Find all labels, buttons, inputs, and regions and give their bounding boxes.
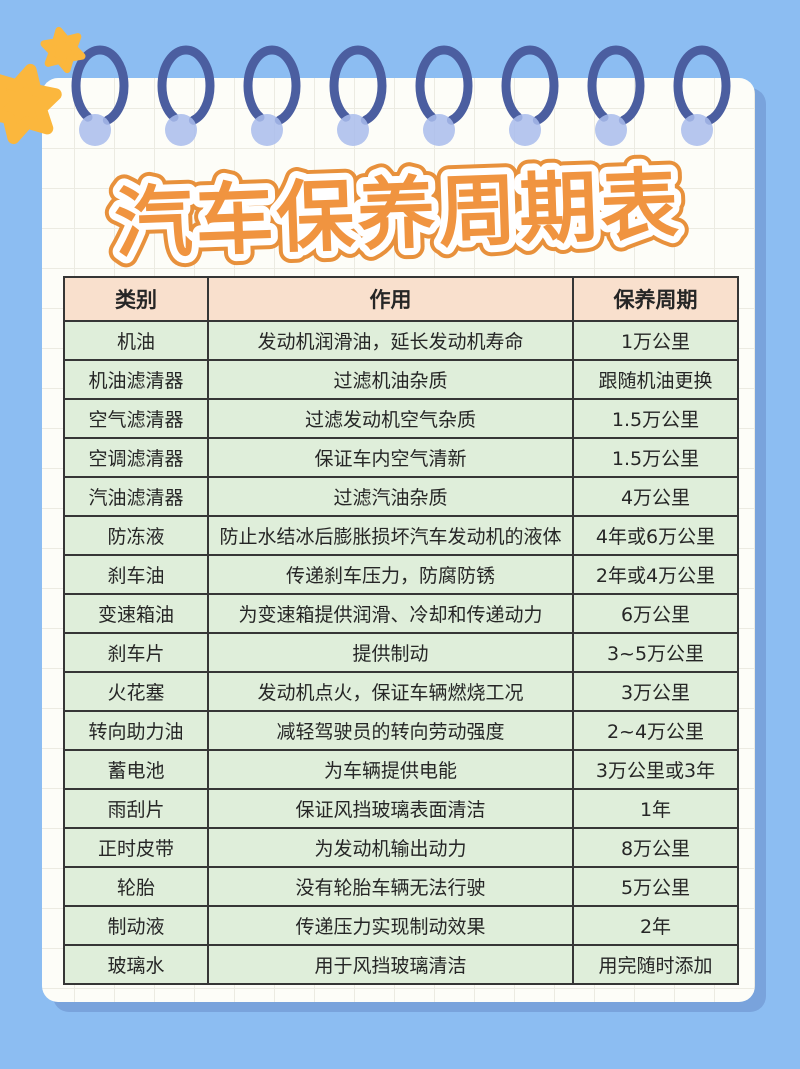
table-row: 制动液 传递压力实现制动效果 2年	[63, 905, 739, 946]
table-row: 火花塞 发动机点火，保证车辆燃烧工况 3万公里	[63, 671, 739, 712]
table-cell: 2~4万公里	[572, 710, 739, 751]
table-cell: 雨刮片	[63, 788, 209, 829]
table-cell: 防冻液	[63, 515, 209, 556]
table-cell: 正时皮带	[63, 827, 209, 868]
table-row: 刹车片 提供制动 3~5万公里	[63, 632, 739, 673]
table-cell: 用完随时添加	[572, 944, 739, 985]
table-cell: 8万公里	[572, 827, 739, 868]
table-cell: 为变速箱提供润滑、冷却和传递动力	[207, 593, 574, 634]
table-cell: 为车辆提供电能	[207, 749, 574, 790]
table-row: 汽油滤清器 过滤汽油杂质 4万公里	[63, 476, 739, 517]
table-cell: 4年或6万公里	[572, 515, 739, 556]
table-row: 玻璃水 用于风挡玻璃清洁 用完随时添加	[63, 944, 739, 985]
header-cycle: 保养周期	[572, 276, 739, 322]
table-cell: 变速箱油	[63, 593, 209, 634]
table-cell: 传递刹车压力，防腐防锈	[207, 554, 574, 595]
table-cell: 1.5万公里	[572, 437, 739, 478]
table-cell: 1年	[572, 788, 739, 829]
table-cell: 3~5万公里	[572, 632, 739, 673]
table-cell: 提供制动	[207, 632, 574, 673]
table-cell: 保证风挡玻璃表面清洁	[207, 788, 574, 829]
table-cell: 玻璃水	[63, 944, 209, 985]
table-row: 空调滤清器 保证车内空气清新 1.5万公里	[63, 437, 739, 478]
table-cell: 2年	[572, 905, 739, 946]
table-cell: 减轻驾驶员的转向劳动强度	[207, 710, 574, 751]
star-icon	[42, 27, 84, 73]
table-row: 防冻液 防止水结冰后膨胀损坏汽车发动机的液体 4年或6万公里	[63, 515, 739, 556]
table-cell: 传递压力实现制动效果	[207, 905, 574, 946]
table-cell: 空气滤清器	[63, 398, 209, 439]
maintenance-table: 类别 作用 保养周期 机油 发动机润滑油，延长发动机寿命 1万公里 机油滤清器 过滤机油…	[63, 276, 739, 985]
table-cell: 机油	[63, 320, 209, 361]
table-cell: 没有轮胎车辆无法行驶	[207, 866, 574, 907]
table-cell: 过滤发动机空气杂质	[207, 398, 574, 439]
table-row: 正时皮带 为发动机输出动力 8万公里	[63, 827, 739, 868]
table-cell: 为发动机输出动力	[207, 827, 574, 868]
table-cell: 3万公里或3年	[572, 749, 739, 790]
table-cell: 发动机点火，保证车辆燃烧工况	[207, 671, 574, 712]
table-cell: 汽油滤清器	[63, 476, 209, 517]
table-row: 机油滤清器 过滤机油杂质 跟随机油更换	[63, 359, 739, 400]
table-cell: 5万公里	[572, 866, 739, 907]
table-cell: 制动液	[63, 905, 209, 946]
table-cell: 过滤汽油杂质	[207, 476, 574, 517]
page-title: 汽车保养周期表	[113, 160, 683, 270]
table-row: 机油 发动机润滑油，延长发动机寿命 1万公里	[63, 320, 739, 361]
table-cell: 6万公里	[572, 593, 739, 634]
table-cell: 空调滤清器	[63, 437, 209, 478]
table-cell: 2年或4万公里	[572, 554, 739, 595]
table-cell: 轮胎	[63, 866, 209, 907]
table-cell: 火花塞	[63, 671, 209, 712]
table-row: 变速箱油 为变速箱提供润滑、冷却和传递动力 6万公里	[63, 593, 739, 634]
table-cell: 1万公里	[572, 320, 739, 361]
table-row: 雨刮片 保证风挡玻璃表面清洁 1年	[63, 788, 739, 829]
table-cell: 刹车片	[63, 632, 209, 673]
table-row: 转向助力油 减轻驾驶员的转向劳动强度 2~4万公里	[63, 710, 739, 751]
header-category: 类别	[63, 276, 209, 322]
table-cell: 1.5万公里	[572, 398, 739, 439]
table-cell: 跟随机油更换	[572, 359, 739, 400]
table-row: 空气滤清器 过滤发动机空气杂质 1.5万公里	[63, 398, 739, 439]
table-cell: 转向助力油	[63, 710, 209, 751]
table-cell: 4万公里	[572, 476, 739, 517]
header-function: 作用	[207, 276, 574, 322]
table-cell: 用于风挡玻璃清洁	[207, 944, 574, 985]
table-row: 蓄电池 为车辆提供电能 3万公里或3年	[63, 749, 739, 790]
title-banner: 汽车保养周期表 汽车保养周期表 汽车保养周期表	[58, 146, 738, 281]
table-cell: 3万公里	[572, 671, 739, 712]
table-header-row: 类别 作用 保养周期	[63, 276, 739, 322]
table-row: 刹车油 传递刹车压力，防腐防锈 2年或4万公里	[63, 554, 739, 595]
table-cell: 刹车油	[63, 554, 209, 595]
table-cell: 保证车内空气清新	[207, 437, 574, 478]
table-cell: 蓄电池	[63, 749, 209, 790]
table-cell: 防止水结冰后膨胀损坏汽车发动机的液体	[207, 515, 574, 556]
table-row: 轮胎 没有轮胎车辆无法行驶 5万公里	[63, 866, 739, 907]
table-cell: 机油滤清器	[63, 359, 209, 400]
table-cell: 过滤机油杂质	[207, 359, 574, 400]
table-cell: 发动机润滑油，延长发动机寿命	[207, 320, 574, 361]
